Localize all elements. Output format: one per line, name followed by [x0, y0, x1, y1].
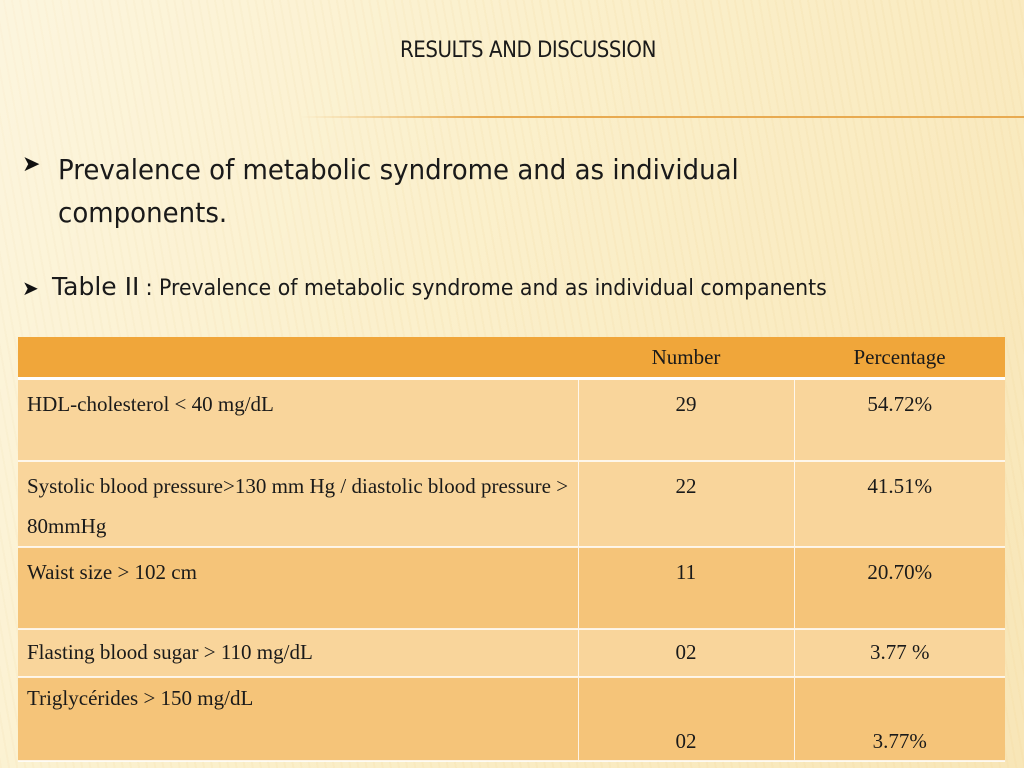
row-label: Flasting blood sugar > 110 mg/dL	[18, 628, 579, 678]
header-percentage: Percentage	[794, 337, 1005, 380]
header-number: Number	[578, 337, 794, 380]
table-row: Flasting blood sugar > 110 mg/dL 02 3.77…	[18, 628, 1005, 678]
header-label	[18, 337, 578, 380]
row-number: 22	[578, 460, 795, 548]
slide-title: RESULTS AND DISCUSSION	[400, 38, 656, 63]
row-number: 02	[578, 628, 795, 678]
row-label: Waist size > 102 cm	[18, 546, 579, 630]
bullet-table-caption: ➤ Table II : Prevalence of metabolic syn…	[22, 272, 1002, 301]
row-percentage: 20.70%	[794, 546, 1005, 630]
title-divider	[300, 116, 1024, 118]
row-percentage: 3.77 %	[794, 628, 1005, 678]
row-number: 11	[578, 546, 795, 630]
arrowhead-bullet-icon: ➤	[22, 152, 41, 177]
table-row: Triglycérides > 150 mg/dL 02 3.77%	[18, 676, 1005, 762]
prevalence-table: Number Percentage HDL-cholesterol < 40 m…	[18, 337, 1005, 762]
bullet-prevalence: ➤ Prevalence of metabolic syndrome and a…	[22, 148, 842, 234]
table-header-row: Number Percentage	[18, 337, 1005, 380]
row-number: 02	[578, 676, 795, 762]
row-percentage: 41.51%	[794, 460, 1005, 548]
bullet-text: Prevalence of metabolic syndrome and as …	[58, 153, 739, 229]
table-caption-lead: Table II	[52, 272, 140, 301]
row-percentage: 3.77%	[794, 676, 1005, 762]
arrowhead-bullet-icon: ➤	[22, 276, 39, 300]
row-label: Systolic blood pressure>130 mm Hg / dias…	[18, 460, 579, 548]
row-label: Triglycérides > 150 mg/dL	[18, 676, 579, 762]
row-percentage: 54.72%	[794, 378, 1005, 462]
table-row: Systolic blood pressure>130 mm Hg / dias…	[18, 460, 1005, 548]
table-row: HDL-cholesterol < 40 mg/dL 29 54.72%	[18, 378, 1005, 462]
table-caption-text: Prevalence of metabolic syndrome and as …	[158, 276, 827, 301]
row-number: 29	[578, 378, 795, 462]
table-row: Waist size > 102 cm 11 20.70%	[18, 546, 1005, 630]
row-label: HDL-cholesterol < 40 mg/dL	[18, 378, 579, 462]
table-caption-separator: :	[145, 276, 153, 301]
